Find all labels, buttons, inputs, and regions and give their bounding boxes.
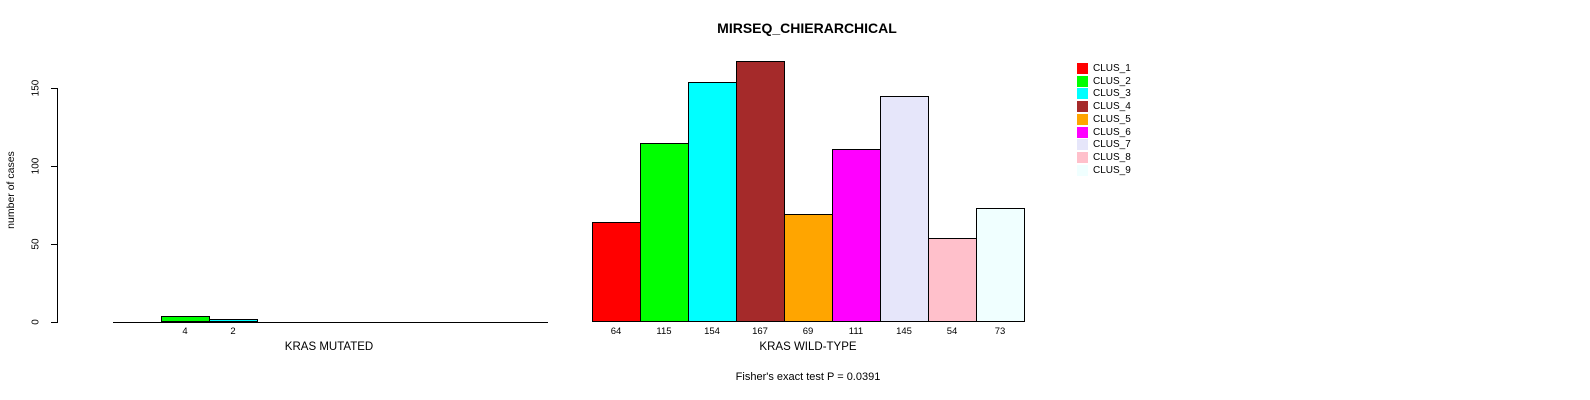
legend-item-clus_6: CLUS_6 [1077,126,1157,140]
bar-value-label: 111 [848,326,864,337]
legend-swatch-clus_8 [1077,151,1088,163]
bar-value-label: 2 [230,326,236,337]
legend-swatch-clus_5 [1077,113,1088,125]
bar-value-label: 145 [896,326,912,337]
bar-clus_3-mutated [209,319,258,322]
y-axis-label: number of cases [5,151,17,229]
bar-value-label: 115 [656,326,672,337]
bar-value-label: 54 [946,326,958,337]
legend-item-clus_5: CLUS_5 [1077,113,1157,127]
bar-value-label: 154 [704,326,720,337]
legend-swatch-clus_3 [1077,88,1088,100]
bar-clus_4-wildtype [736,61,785,322]
legend-swatch-clus_7 [1077,139,1088,151]
legend-label: CLUS_7 [1093,139,1131,151]
legend-item-clus_8: CLUS_8 [1077,151,1157,165]
y-axis-tick-label: 150 [30,79,42,97]
bar-clus_8-wildtype [928,238,977,322]
legend-item-clus_7: CLUS_7 [1077,139,1157,152]
y-axis-line [57,88,58,323]
legend-swatch-clus_6 [1077,126,1088,138]
bar-clus_2-wildtype [640,143,689,322]
bar-value-label: 73 [994,326,1006,337]
legend-label: CLUS_9 [1093,164,1131,176]
bar-value-label: 69 [802,326,814,337]
legend-label: CLUS_1 [1093,63,1131,74]
bar-clus_5-wildtype [784,214,833,322]
legend-swatch-clus_9 [1077,164,1088,176]
legend-label: CLUS_3 [1093,88,1131,100]
y-axis-tick-label: 50 [30,238,42,250]
y-axis-tick [51,166,57,167]
legend-swatch-clus_1 [1077,63,1088,74]
legend-swatch-clus_4 [1077,101,1088,113]
legend-label: CLUS_2 [1093,75,1131,87]
legend-swatch-clus_2 [1077,75,1088,87]
legend-label: CLUS_8 [1093,151,1131,163]
y-axis-tick-label: 0 [30,319,42,325]
legend-item-clus_2: CLUS_2 [1077,75,1157,89]
bar-clus_6-wildtype [832,149,881,322]
bar-clus_2-mutated [161,316,210,322]
y-axis-tick [51,88,57,89]
x-axis-baseline [113,322,548,323]
x-axis-label-kras-mutated: KRAS MUTATED [284,341,374,353]
y-axis-tick [51,322,57,323]
y-axis-tick [51,244,57,245]
bar-clus_7-wildtype [880,96,929,322]
legend-item-clus_9: CLUS_9 [1077,164,1157,178]
legend-item-clus_3: CLUS_3 [1077,88,1157,101]
bar-clus_9-wildtype [976,208,1025,322]
bar-value-label: 4 [182,326,188,337]
legend-item-clus_4: CLUS_4 [1077,101,1157,114]
legend-item-clus_1: CLUS_1 [1077,63,1157,76]
legend-label: CLUS_5 [1093,113,1131,125]
y-axis-tick-label: 100 [30,157,42,175]
caption-fishers-test: Fisher's exact test P = 0.0391 [735,371,881,383]
x-axis-label-kras-wild-type: KRAS WILD-TYPE [759,341,857,353]
bar-clus_1-wildtype [592,222,641,322]
bar-clus_3-wildtype [688,82,737,322]
legend-label: CLUS_4 [1093,101,1131,113]
chart-title: MIRSEQ_CHIERARCHICAL [717,20,897,36]
legend-label: CLUS_6 [1093,126,1131,138]
bar-value-label: 167 [752,326,768,337]
bar-value-label: 64 [610,326,622,337]
